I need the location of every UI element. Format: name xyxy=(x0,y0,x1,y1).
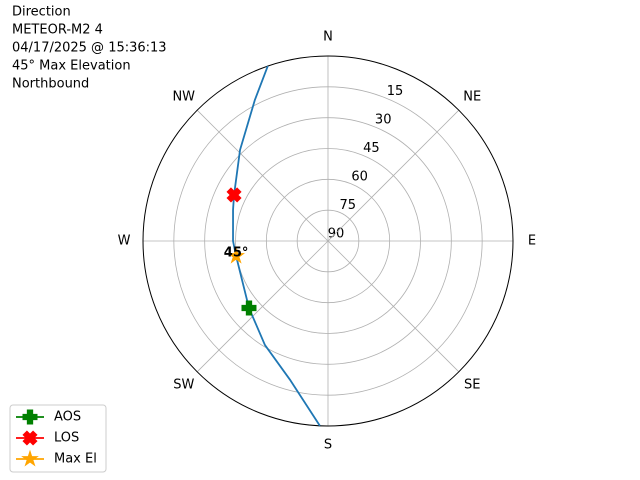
marker xyxy=(22,409,38,425)
r-tick-label: 60 xyxy=(351,170,368,185)
grid-spoke xyxy=(196,109,329,242)
marker xyxy=(226,187,242,203)
r-tick-label: 30 xyxy=(375,113,392,128)
marker xyxy=(21,449,39,467)
title-line: Northbound xyxy=(12,77,89,92)
theta-tick-label: W xyxy=(118,234,131,249)
legend: AOS LOS Max El xyxy=(9,404,107,473)
theta-tick-label: SE xyxy=(464,378,480,393)
grid-spoke xyxy=(327,109,460,242)
title-line: METEOR-M2 4 xyxy=(12,23,103,38)
title-line: 04/17/2025 @ 15:36:13 xyxy=(12,41,167,56)
max-el-label: 45° xyxy=(224,246,249,261)
theta-tick-label: S xyxy=(324,438,332,453)
legend-label: Max El xyxy=(54,452,97,467)
legend-label: AOS xyxy=(54,410,81,425)
grid-spoke xyxy=(327,240,460,373)
r-tick-label: 90 xyxy=(328,227,345,242)
marker xyxy=(227,246,245,264)
theta-tick-label: SW xyxy=(173,378,194,393)
r-tick-label: 45 xyxy=(363,141,380,156)
title-line: 45° Max Elevation xyxy=(12,59,131,74)
track-line xyxy=(232,65,321,427)
theta-tick-label: N xyxy=(323,30,333,45)
polar-frame xyxy=(142,55,514,427)
title-line: Direction xyxy=(12,5,71,20)
grid-spoke xyxy=(196,240,329,373)
marker xyxy=(241,300,257,316)
theta-tick-label: NE xyxy=(463,89,481,104)
marker xyxy=(22,430,38,446)
r-tick-label: 15 xyxy=(387,84,404,99)
legend-frame xyxy=(9,404,107,473)
legend-label: LOS xyxy=(54,431,79,446)
r-tick-label: 75 xyxy=(340,198,357,213)
theta-tick-label: NW xyxy=(172,89,195,104)
theta-tick-label: E xyxy=(528,234,536,249)
